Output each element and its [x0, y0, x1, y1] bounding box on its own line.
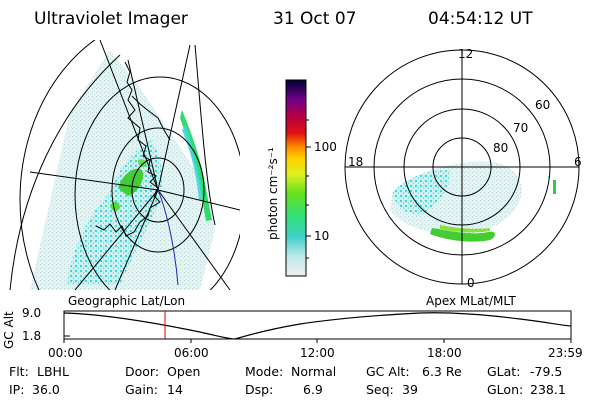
mlt-label-6: 6: [574, 155, 582, 169]
status-key: Flt:: [9, 364, 29, 379]
altitude-x-tick: 23:59: [548, 346, 583, 360]
altitude-curve: [63, 312, 572, 340]
altitude-plot: [63, 310, 572, 343]
status-key: GLat:: [487, 364, 521, 379]
dawn-patch: [553, 180, 556, 194]
mlat-label-70: 70: [513, 121, 529, 135]
status-value: 14: [167, 382, 183, 397]
status-value: 39: [402, 382, 418, 397]
colorbar-tick-100: 100: [314, 140, 337, 154]
status-key: Gain:: [125, 382, 158, 397]
reference-meridian: [157, 189, 179, 286]
time-label: 04:54:12 UT: [428, 9, 533, 29]
status-value: -79.5: [530, 364, 563, 379]
date-label: 31 Oct 07: [273, 9, 357, 29]
right-map-caption: Apex MLat/MLT: [426, 294, 516, 308]
mlat-label-60: 60: [535, 98, 551, 112]
mlat-label-80: 80: [493, 141, 509, 155]
colorbar: [285, 79, 311, 277]
altitude-y-tick-max: 9.0: [22, 306, 42, 320]
aurora-arc-patch: [118, 168, 144, 196]
status-value: Open: [167, 364, 201, 379]
altitude-y-label: GC Alt: [2, 311, 16, 349]
coastline: [95, 61, 161, 237]
status-value: LBHL: [37, 364, 69, 379]
mlt-label-12: 12: [458, 47, 474, 61]
aurora-arc-patch: [110, 201, 120, 212]
colorbar-axis-label: photon cm⁻²s⁻¹: [266, 147, 280, 240]
altitude-x-tick: 06:00: [174, 346, 209, 360]
mlt-label-18: 18: [348, 155, 364, 169]
geographic-map: [9, 40, 240, 290]
instrument-title: Ultraviolet Imager: [34, 9, 188, 29]
status-value: 36.0: [32, 382, 60, 397]
polar-plot: [344, 49, 580, 285]
status-value: 6.3 Re: [422, 364, 462, 379]
status-key: GC Alt:: [366, 364, 410, 379]
auroral-oval-bright: [430, 228, 496, 242]
colorbar-tick-10: 10: [314, 229, 330, 243]
status-key: Door:: [125, 364, 160, 379]
status-key: IP:: [9, 382, 25, 397]
status-value: Normal: [291, 364, 337, 379]
aurora-arc-patch: [138, 159, 147, 168]
status-key: Mode:: [245, 364, 284, 379]
status-value: 238.1: [530, 382, 566, 397]
altitude-x-tick: 00:00: [48, 346, 83, 360]
left-map-caption: Geographic Lat/Lon: [68, 294, 186, 308]
status-key: GLon:: [487, 382, 524, 397]
mlt-label-0: 0: [467, 276, 475, 290]
altitude-y-tick-min: 1.8: [22, 329, 42, 343]
status-key: Dsp:: [245, 382, 274, 397]
altitude-x-tick: 12:00: [300, 346, 335, 360]
status-key: Seq:: [366, 382, 394, 397]
status-value: 6.9: [303, 382, 323, 397]
altitude-x-tick: 18:00: [427, 346, 462, 360]
